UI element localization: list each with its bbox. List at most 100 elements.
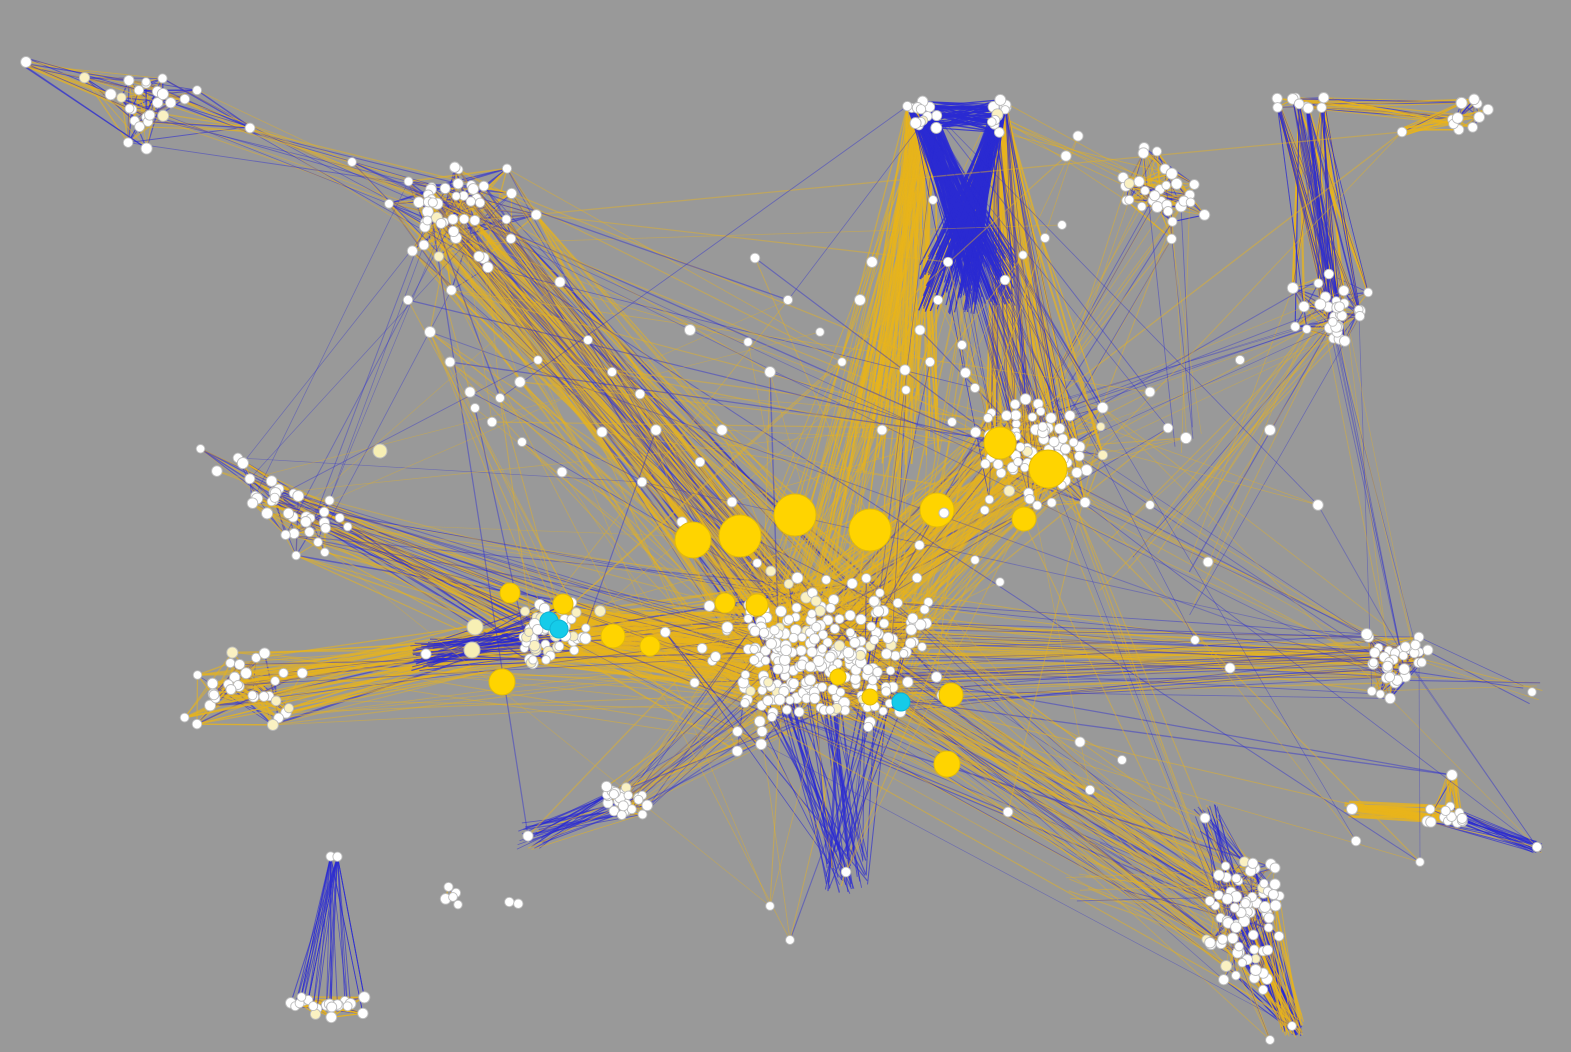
graph-node[interactable] <box>1079 496 1091 508</box>
graph-node[interactable] <box>785 695 795 705</box>
graph-node[interactable] <box>1327 317 1338 327</box>
graph-node[interactable] <box>1096 422 1106 432</box>
graph-node[interactable] <box>447 213 459 225</box>
graph-node[interactable] <box>1140 185 1150 196</box>
graph-node[interactable] <box>1338 285 1350 297</box>
graph-node[interactable] <box>1368 657 1379 668</box>
graph-node[interactable] <box>151 97 164 109</box>
graph-node[interactable] <box>1035 406 1046 417</box>
graph-node[interactable] <box>413 196 425 209</box>
graph-node[interactable] <box>1398 650 1409 661</box>
graph-node[interactable] <box>1032 500 1043 511</box>
graph-node[interactable] <box>445 284 457 296</box>
graph-node[interactable] <box>1019 393 1032 406</box>
graph-node[interactable] <box>465 196 476 207</box>
graph-node[interactable] <box>1369 647 1381 659</box>
graph-node[interactable] <box>451 191 461 201</box>
graph-node[interactable] <box>1339 335 1351 347</box>
graph-node[interactable] <box>1185 197 1196 208</box>
graph-node[interactable] <box>157 73 168 84</box>
graph-node[interactable] <box>825 602 836 614</box>
graph-node[interactable] <box>1473 111 1486 123</box>
graph-node[interactable] <box>1316 102 1327 113</box>
graph-node[interactable] <box>863 721 874 733</box>
graph-node[interactable] <box>984 494 995 505</box>
graph-node[interactable] <box>1272 102 1283 113</box>
graph-node[interactable] <box>986 117 997 127</box>
graph-node[interactable] <box>1298 300 1310 313</box>
graph-node[interactable] <box>1410 639 1421 651</box>
graph-node[interactable] <box>1013 457 1023 467</box>
graph-node[interactable] <box>506 187 518 199</box>
graph-node[interactable] <box>482 261 494 274</box>
graph-node[interactable] <box>732 726 743 737</box>
graph-node[interactable] <box>1302 324 1312 334</box>
graph-node[interactable] <box>478 180 490 192</box>
graph-node[interactable] <box>1010 409 1022 421</box>
graph-node[interactable] <box>1302 102 1314 114</box>
graph-node[interactable] <box>1149 190 1161 202</box>
graph-node[interactable] <box>179 93 191 105</box>
graph-node[interactable] <box>427 197 438 208</box>
graph-node[interactable] <box>930 121 943 134</box>
graph-node[interactable] <box>1027 412 1038 422</box>
graph-node[interactable] <box>141 77 151 87</box>
graph-node[interactable] <box>422 215 433 226</box>
graph-node[interactable] <box>1318 92 1330 104</box>
graph-node[interactable] <box>122 137 134 148</box>
graph-node[interactable] <box>1165 167 1178 180</box>
graph-node[interactable] <box>439 182 451 194</box>
graph-node[interactable] <box>1024 493 1035 505</box>
graph-node[interactable] <box>1080 464 1093 477</box>
graph-node[interactable] <box>1400 641 1411 653</box>
graph-node[interactable] <box>474 197 486 208</box>
graph-node[interactable] <box>1293 98 1305 110</box>
graph-node[interactable] <box>731 745 743 757</box>
graph-node[interactable] <box>1162 206 1174 217</box>
graph-node[interactable] <box>909 117 922 130</box>
graph-node[interactable] <box>980 458 991 470</box>
graph-node[interactable] <box>914 539 925 551</box>
graph-node[interactable] <box>1019 462 1030 473</box>
graph-node[interactable] <box>1097 449 1109 461</box>
graph-node[interactable] <box>501 163 513 174</box>
graph-node[interactable] <box>1009 399 1021 410</box>
graph-node[interactable] <box>1482 103 1494 116</box>
graph-node[interactable] <box>165 97 177 109</box>
graph-node[interactable] <box>1137 201 1147 212</box>
graph-node[interactable] <box>1313 278 1324 289</box>
graph-node[interactable] <box>1422 644 1434 656</box>
graph-node[interactable] <box>1170 177 1183 190</box>
graph-node[interactable] <box>1074 450 1085 462</box>
graph-node[interactable] <box>447 225 460 238</box>
graph-node[interactable] <box>979 505 990 516</box>
graph-node[interactable] <box>140 142 153 155</box>
graph-node[interactable] <box>418 239 430 251</box>
graph-node[interactable] <box>993 127 1005 138</box>
graph-node[interactable] <box>1188 179 1200 190</box>
graph-node[interactable] <box>144 109 156 121</box>
graph-node[interactable] <box>133 85 145 96</box>
graph-node[interactable] <box>829 623 841 635</box>
graph-node[interactable] <box>1290 321 1301 332</box>
graph-node[interactable] <box>1096 401 1109 414</box>
graph-node[interactable] <box>452 178 464 190</box>
graph-node[interactable] <box>905 623 918 636</box>
graph-node[interactable] <box>753 715 766 728</box>
graph-node[interactable] <box>1048 436 1060 448</box>
graph-node[interactable] <box>1124 194 1135 205</box>
graph-node[interactable] <box>1271 92 1283 104</box>
graph-node[interactable] <box>1161 180 1171 191</box>
graph-node[interactable] <box>1384 671 1396 683</box>
graph-node[interactable] <box>473 250 485 263</box>
graph-node[interactable] <box>384 198 394 209</box>
graph-node[interactable] <box>892 597 903 609</box>
graph-node[interactable] <box>406 245 418 257</box>
graph-node[interactable] <box>1137 147 1150 159</box>
graph-node[interactable] <box>1167 216 1178 227</box>
graph-node[interactable] <box>501 214 512 225</box>
graph-node[interactable] <box>1001 410 1012 422</box>
graph-node[interactable] <box>449 161 461 173</box>
